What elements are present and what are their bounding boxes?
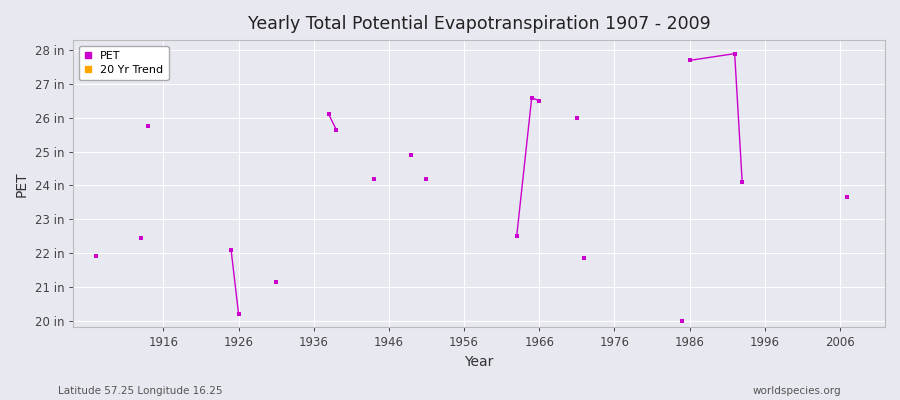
Legend: PET, 20 Yr Trend: PET, 20 Yr Trend [79,46,168,80]
Text: Latitude 57.25 Longitude 16.25: Latitude 57.25 Longitude 16.25 [58,386,223,396]
Point [231,311,246,317]
Point [321,111,336,118]
Point [532,98,546,104]
Point [269,278,284,285]
Title: Yearly Total Potential Evapotranspiration 1907 - 2009: Yearly Total Potential Evapotranspiratio… [248,15,710,33]
X-axis label: Year: Year [464,355,494,369]
Point [675,318,689,324]
Point [577,255,591,261]
Point [727,50,742,57]
Y-axis label: PET: PET [15,171,29,196]
Point [509,233,524,239]
Point [134,235,148,241]
Point [841,194,855,200]
Point [88,253,103,260]
Point [525,94,539,101]
Point [404,152,419,158]
Point [366,176,381,182]
Point [419,176,434,182]
Point [682,57,697,64]
Point [141,123,156,130]
Text: worldspecies.org: worldspecies.org [753,386,842,396]
Point [329,126,344,133]
Point [224,246,238,253]
Point [570,115,584,121]
Point [735,179,750,185]
